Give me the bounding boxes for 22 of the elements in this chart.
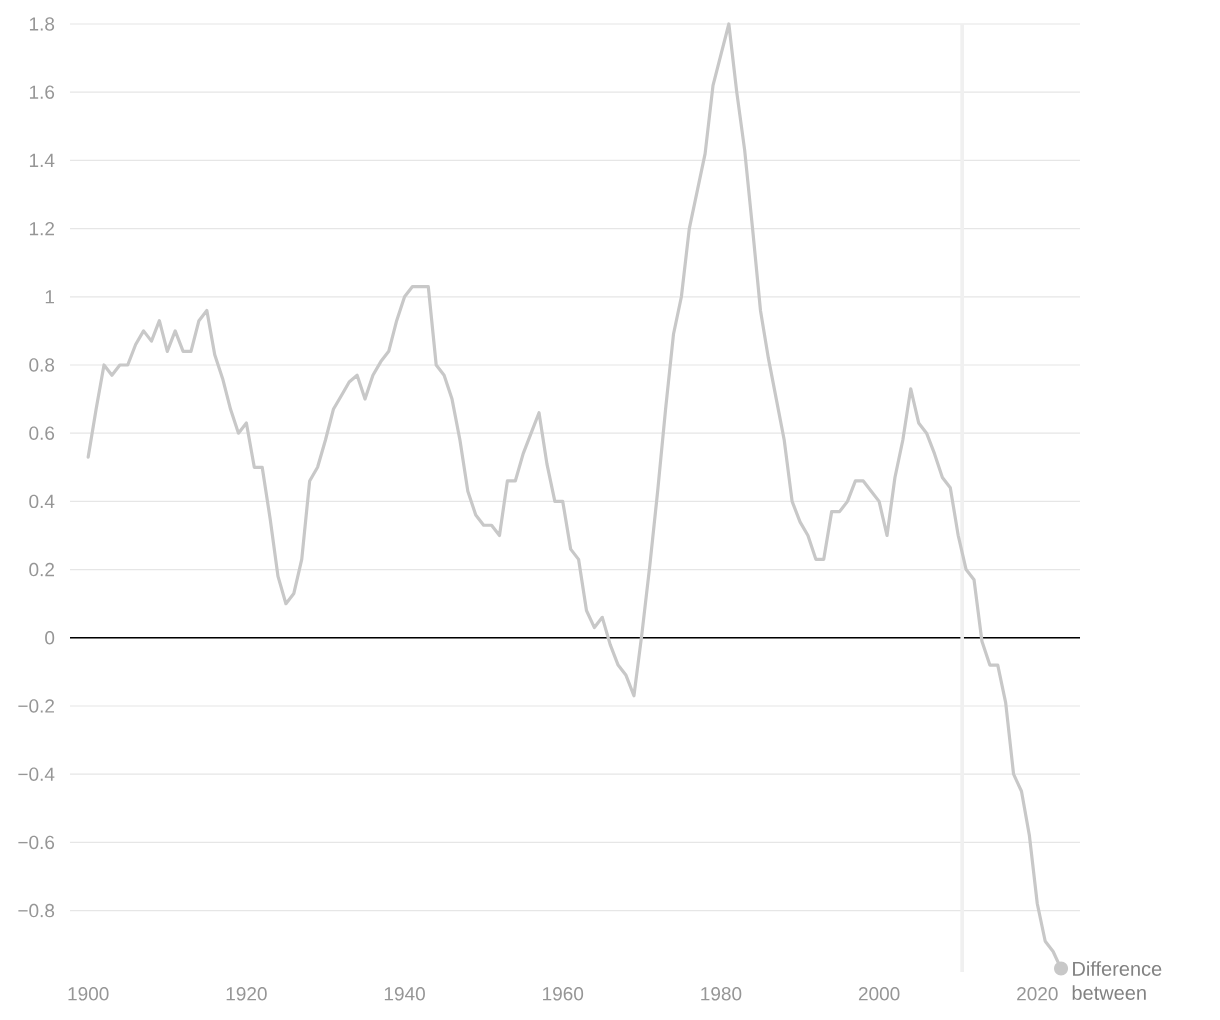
series-label: Difference between: [1072, 961, 1162, 1000]
x-tick-label: 1980: [701, 987, 742, 1001]
y-tick-label: 0.4: [29, 494, 55, 509]
x-tick-label: 2000: [858, 987, 900, 1001]
x-tick-label: 1960: [543, 987, 584, 1001]
y-tick-label: −0.6: [18, 835, 55, 850]
y-tick-label: 1.6: [29, 85, 55, 99]
y-tick-label: −0.4: [18, 767, 55, 781]
x-tick-label: 1940: [384, 987, 425, 1001]
y-tick-label: 1.2: [29, 221, 54, 236]
y-tick-label: −0.2: [18, 699, 54, 713]
y-tick-label: 1.4: [29, 153, 55, 167]
y-tick-label: 0.2: [29, 562, 54, 577]
y-tick-label: 1.8: [29, 17, 55, 31]
x-tick-label: 1900: [68, 987, 109, 1001]
y-tick-label: 0: [45, 631, 55, 645]
y-tick-label: 0.8: [29, 358, 55, 372]
y-tick-label: −0.8: [18, 903, 55, 918]
x-tick-label: 2020: [1017, 987, 1058, 1001]
x-tick-label: 1920: [226, 987, 267, 1001]
y-tick-label: 0.6: [29, 426, 55, 440]
y-tick-label: 1: [45, 290, 54, 304]
